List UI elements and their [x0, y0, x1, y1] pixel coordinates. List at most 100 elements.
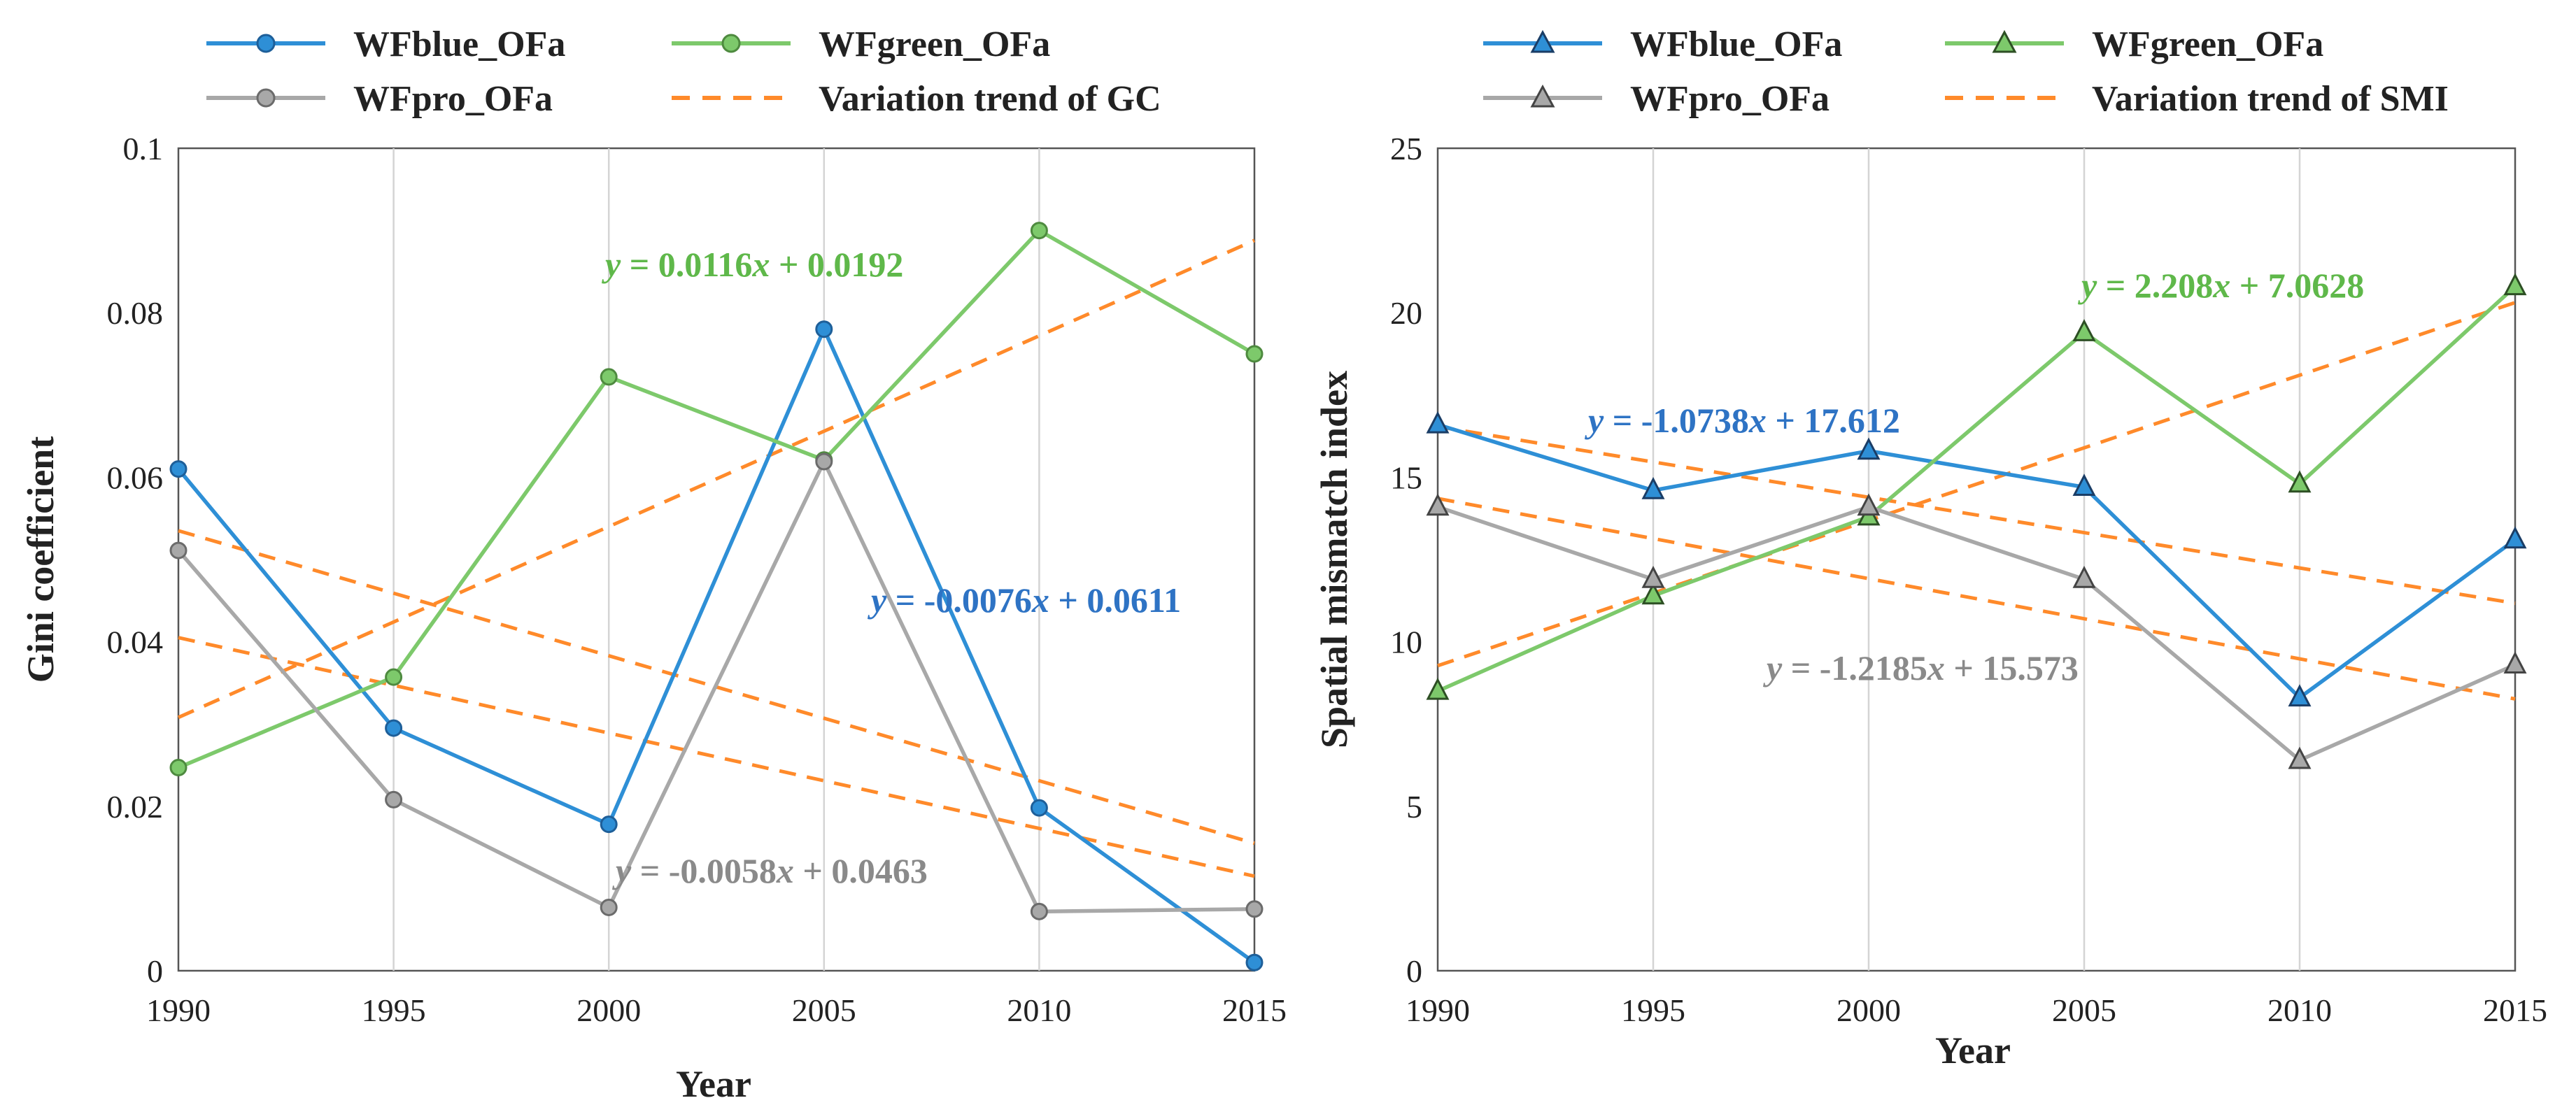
gridlines	[1652, 148, 2301, 971]
point-pro-2010	[1030, 902, 1048, 920]
x-tick-label: 1990	[146, 992, 211, 1028]
chart-spatial-mismatch-index: WFblue_OFa WFgreen_OFa WFpro_OFa Variati…	[1313, 24, 2547, 1071]
y-tick-label: 25	[1390, 131, 1422, 166]
point-green-2000	[600, 368, 618, 386]
x-tick-label: 1990	[1406, 992, 1470, 1028]
legend-marker-blue	[1530, 29, 1555, 53]
legend-label-green: WFgreen_OFa	[819, 24, 1050, 64]
point-green-1990	[169, 759, 187, 777]
series-markers	[1426, 273, 2527, 769]
gridlines	[392, 148, 1040, 971]
legend-label-pro: WFpro_OFa	[1630, 79, 1830, 119]
point-blue-1995	[385, 719, 403, 737]
y-tick-label: 20	[1390, 295, 1422, 331]
y-tick-label: 0.1	[123, 131, 164, 166]
y-tick-labels: 0 0.02 0.04 0.06 0.08 0.1	[107, 131, 164, 989]
legend: WFblue_OFa WFgreen_OFa WFpro_OFa Variati…	[1483, 24, 2449, 119]
point-pro-2005	[2072, 565, 2096, 588]
series-line-pro	[1437, 504, 2517, 762]
y-tick-label: 0.04	[107, 625, 164, 660]
point-blue-2005	[2072, 473, 2096, 497]
y-tick-label: 0.06	[107, 459, 164, 495]
x-tick-labels: 1990 1995 2000 2005 2010 2015	[1406, 992, 2547, 1028]
legend: WFblue_OFa WFgreen_OFa WFpro_OFa Variati…	[206, 24, 1161, 119]
y-tick-labels: 0 5 10 15 20 25	[1390, 131, 1422, 989]
y-tick-label: 10	[1390, 625, 1422, 660]
trend-line-green	[1437, 301, 2516, 668]
legend-marker-pro	[1530, 84, 1555, 108]
x-tick-label: 2015	[1222, 992, 1287, 1028]
trend-lines	[1437, 301, 2516, 701]
trend-line-pro	[1437, 497, 2516, 701]
series-line-blue	[1437, 422, 2517, 700]
point-pro-1990	[169, 541, 187, 560]
y-tick-label: 0	[1406, 953, 1422, 989]
legend-marker-blue	[256, 34, 276, 53]
point-green-1990	[1426, 677, 1450, 700]
x-tick-label: 2005	[2052, 992, 2116, 1028]
y-tick-label: 15	[1390, 459, 1422, 495]
legend-marker-green	[1992, 29, 2017, 53]
x-tick-label: 2015	[2483, 992, 2547, 1028]
y-tick-label: 0.02	[107, 789, 164, 825]
legend-label-trend: Variation trend of SMI	[2092, 79, 2449, 119]
point-pro-1995	[1641, 565, 1665, 588]
point-green-2005	[2072, 319, 2096, 341]
trend-line-blue	[1437, 425, 2516, 606]
chart-gini-coefficient: WFblue_OFa WFgreen_OFa WFpro_OFa Variati…	[20, 24, 1287, 1105]
point-pro-2000	[600, 898, 618, 916]
x-tick-label: 2005	[792, 992, 856, 1028]
y-tick-label: 5	[1406, 789, 1422, 825]
series-line-blue	[176, 327, 1256, 964]
point-pro-2015	[2503, 651, 2527, 674]
y-axis-label: Gini coefficient	[20, 436, 62, 683]
point-blue-2015	[1245, 953, 1264, 971]
series-line-green	[177, 228, 1256, 770]
point-green-2015	[2503, 273, 2527, 296]
x-tick-label: 1995	[362, 992, 426, 1028]
point-blue-1990	[169, 460, 187, 478]
x-tick-labels: 1990 1995 2000 2005 2010 2015	[146, 992, 1287, 1028]
point-blue-2000	[600, 815, 618, 834]
point-green-2010	[2288, 470, 2312, 493]
point-blue-2000	[1857, 437, 1881, 460]
x-tick-label: 2010	[1007, 992, 1071, 1028]
legend-marker-pro	[256, 88, 276, 108]
x-tick-label: 2000	[1837, 992, 1901, 1028]
legend-label-blue: WFblue_OFa	[353, 24, 565, 64]
point-green-2010	[1030, 222, 1048, 240]
equation-blue: y = -1.0738x + 17.612	[1585, 401, 1900, 440]
series-line-green	[1436, 285, 2517, 693]
point-blue-1995	[1641, 476, 1665, 499]
point-blue-2005	[815, 320, 833, 338]
point-pro-2000	[1857, 493, 1881, 516]
point-pro-2015	[1245, 900, 1264, 918]
point-green-1995	[1641, 582, 1665, 605]
equation-pro: y = -1.2185x + 15.573	[1763, 648, 2079, 687]
series-lines	[176, 228, 1256, 964]
point-blue-2010	[2288, 684, 2312, 707]
point-green-1995	[385, 668, 403, 686]
legend-label-green: WFgreen_OFa	[2092, 24, 2323, 64]
trend-lines	[177, 238, 1256, 878]
x-axis-label: Year	[676, 1063, 751, 1105]
y-tick-label: 0.08	[107, 295, 164, 331]
series-lines	[1436, 285, 2517, 762]
series-line-pro	[176, 459, 1255, 914]
trend-line-green	[177, 238, 1256, 720]
point-blue-2015	[2503, 526, 2527, 549]
x-axis-label: Year	[1935, 1029, 2011, 1071]
legend-marker-green	[721, 34, 741, 53]
series-markers	[169, 222, 1264, 971]
point-green-2015	[1245, 345, 1264, 363]
point-blue-1990	[1426, 411, 1450, 434]
plot-area	[177, 147, 1256, 972]
equation-pro: y = -0.0058x + 0.0463	[612, 851, 928, 890]
x-tick-label: 2010	[2267, 992, 2332, 1028]
point-pro-2010	[2288, 746, 2312, 769]
point-pro-1990	[1426, 493, 1450, 516]
point-pro-1995	[385, 790, 403, 808]
y-axis-label: Spatial mismatch index	[1313, 371, 1355, 748]
trend-line-pro	[178, 636, 1255, 878]
